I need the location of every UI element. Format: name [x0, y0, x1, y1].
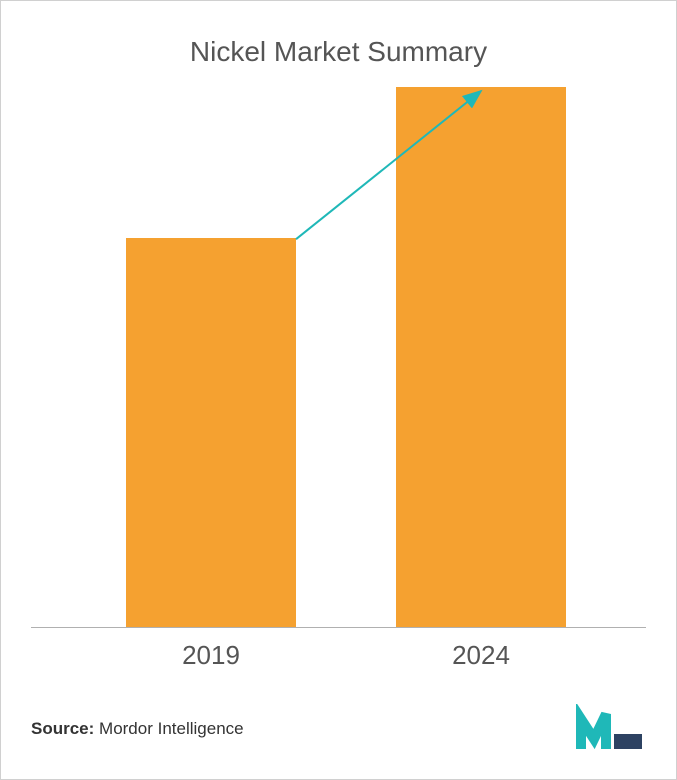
- bar-2019: [126, 238, 296, 627]
- source-label: Source:: [31, 719, 94, 738]
- chart-title: Nickel Market Summary: [31, 36, 646, 68]
- mordor-logo-icon: [576, 704, 646, 754]
- source-value: Mordor Intelligence: [99, 719, 244, 738]
- chart-container: Nickel Market Summary 2019 2024 Source: …: [0, 0, 677, 780]
- x-axis-labels: 2019 2024: [31, 640, 646, 680]
- chart-plot-area: [31, 88, 646, 628]
- x-label-2024: 2024: [396, 640, 566, 671]
- source-attribution: Source: Mordor Intelligence: [31, 719, 244, 739]
- bar-2024: [396, 87, 566, 627]
- x-label-2019: 2019: [126, 640, 296, 671]
- chart-footer: Source: Mordor Intelligence: [31, 704, 646, 754]
